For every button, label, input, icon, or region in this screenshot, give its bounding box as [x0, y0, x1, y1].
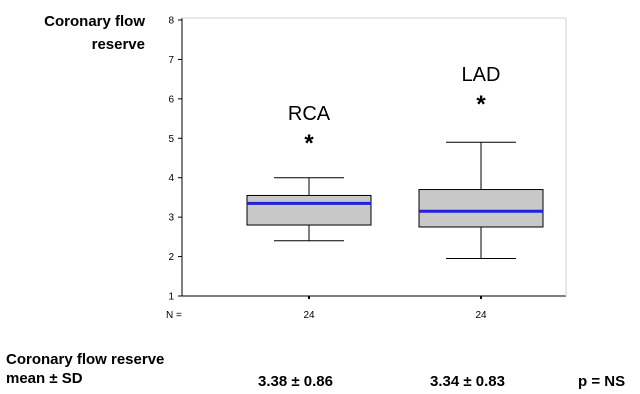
y-tick-label-5: 5	[168, 134, 174, 145]
stats-label-line1: Coronary flow reserve	[6, 351, 165, 368]
box-lad-n: 24	[475, 310, 487, 321]
y-tick-label-6: 6	[168, 94, 174, 105]
stats-label-line2: mean ± SD	[6, 370, 83, 387]
box-lad-iqr	[418, 189, 544, 228]
n-label: N =	[166, 310, 182, 321]
stats-label: Coronary flow reserve mean ± SD	[6, 350, 164, 388]
y-axis-label-line1: Coronary flow	[44, 13, 145, 30]
box-lad-outlier: *	[476, 91, 486, 118]
y-tick-label-4: 4	[168, 173, 174, 184]
y-tick-label-7: 7	[168, 55, 174, 66]
y-tick-label-2: 2	[168, 252, 174, 263]
box-rca-n: 24	[303, 310, 315, 321]
rca-mean-sd: 3.38 ± 0.86	[258, 373, 333, 390]
box-rca-outlier: *	[304, 130, 314, 157]
box-rca-label: RCA	[288, 103, 331, 125]
y-tick-label-3: 3	[168, 213, 174, 224]
y-tick-label-1: 1	[168, 292, 174, 303]
lad-mean-sd: 3.34 ± 0.83	[430, 373, 505, 390]
y-tick-label-8: 8	[168, 16, 174, 27]
p-value: p = NS	[578, 373, 626, 390]
y-axis-label: Coronary flow reserve	[0, 10, 145, 56]
y-axis-label-line2: reserve	[91, 36, 145, 53]
box-rca-iqr	[246, 194, 372, 226]
box-lad-label: LAD	[462, 64, 501, 86]
